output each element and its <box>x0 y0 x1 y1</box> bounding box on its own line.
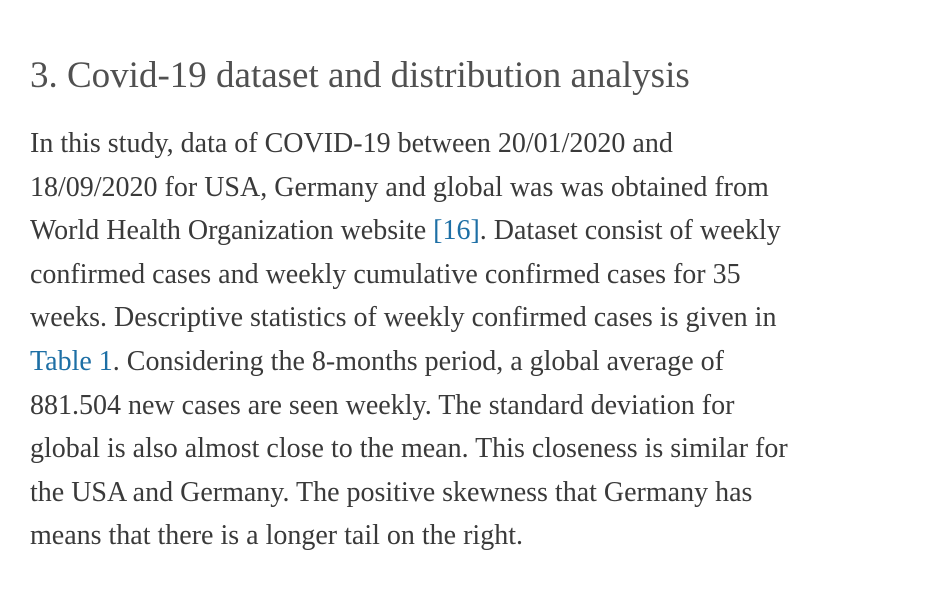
text-line: In this study, data of COVID-19 between … <box>30 122 788 166</box>
text: the USA and Germany. The positive skewne… <box>30 476 753 508</box>
text: World Health Organization website <box>30 215 434 247</box>
section-heading: 3. Covid-19 dataset and distribution ana… <box>30 55 690 96</box>
text-line: means that there is a longer tail on the… <box>30 514 788 558</box>
text-line: 18/09/2020 for USA, Germany and global w… <box>30 166 788 210</box>
text: . Dataset consist of weekly <box>479 215 781 247</box>
text-line: Table 1. Considering the 8-months period… <box>30 340 788 384</box>
text-line: the USA and Germany. The positive skewne… <box>30 471 788 515</box>
text: 881.504 new cases are seen weekly. The s… <box>30 389 735 421</box>
text: confirmed cases and weekly cumulative co… <box>30 258 741 290</box>
text-line: global is also almost close to the mean.… <box>30 427 788 471</box>
text: global is also almost close to the mean.… <box>30 433 788 465</box>
text: 18/09/2020 for USA, Germany and global w… <box>30 171 769 203</box>
text: means that there is a longer tail on the… <box>30 520 523 552</box>
text-line: weeks. Descriptive statistics of weekly … <box>30 296 788 340</box>
paragraph: In this study, data of COVID-19 between … <box>30 122 788 558</box>
text-line: confirmed cases and weekly cumulative co… <box>30 253 788 297</box>
text: weeks. Descriptive statistics of weekly … <box>30 302 777 334</box>
text-line: 881.504 new cases are seen weekly. The s… <box>30 384 788 428</box>
reference-link[interactable]: [16] <box>433 215 480 247</box>
text: . Considering the 8-months period, a glo… <box>112 345 724 377</box>
text-line: World Health Organization website [16]. … <box>30 209 788 253</box>
text: In this study, data of COVID-19 between … <box>30 128 673 159</box>
table-link[interactable]: Table 1 <box>30 345 113 377</box>
